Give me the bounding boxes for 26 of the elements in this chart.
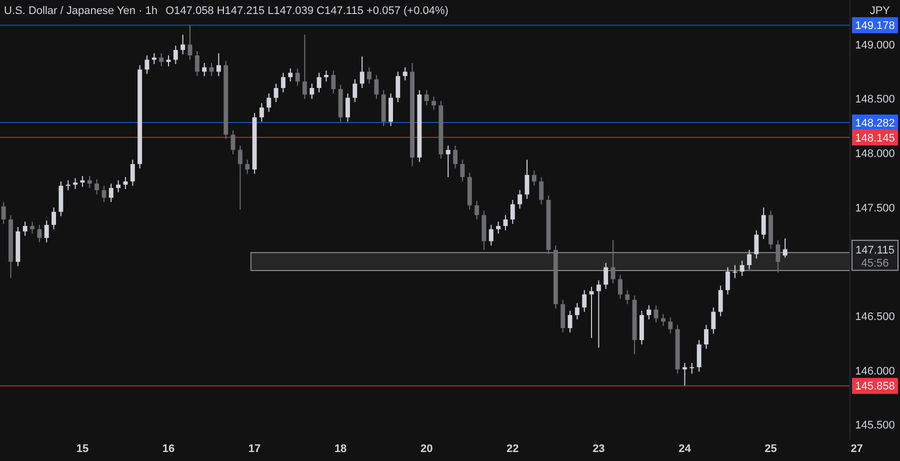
text: 45:56 (861, 257, 889, 270)
y-tick-label: 148.000 (855, 148, 895, 160)
x-tick-label: 18 (334, 443, 347, 455)
x-tick-label: 16 (162, 443, 175, 455)
x-tick-label: 22 (506, 443, 519, 455)
text: O147.058 H147.215 L147.039 C147.115 +0.057 (+0.04%) (165, 5, 448, 17)
x-tick-label: 23 (592, 443, 605, 455)
y-tick-label: 148.500 (855, 94, 895, 106)
x-tick-label: 25 (764, 443, 777, 455)
x-tick-label: 24 (678, 443, 692, 455)
ref-line-label: 149.178 (855, 20, 895, 32)
ref-line-label: 148.282 (855, 117, 895, 130)
ref-line-label: 148.145 (855, 132, 895, 144)
y-tick-label: 149.000 (855, 39, 895, 52)
y-tick-label: 146.000 (855, 365, 895, 378)
ref-line-label: 145.858 (855, 380, 895, 393)
y-tick-label: 145.500 (855, 420, 895, 432)
text: 147.115 (856, 244, 894, 256)
text: JPY (870, 5, 891, 17)
x-tick-label: 17 (248, 443, 261, 455)
x-tick-label: 20 (420, 443, 433, 455)
x-tick-label: 27 (850, 443, 863, 455)
x-tick-label: 15 (76, 443, 89, 455)
y-tick-label: 147.500 (855, 202, 895, 214)
y-tick-label: 146.500 (855, 311, 895, 323)
text: U.S. Dollar / Japanese Yen · 1h (4, 5, 158, 17)
